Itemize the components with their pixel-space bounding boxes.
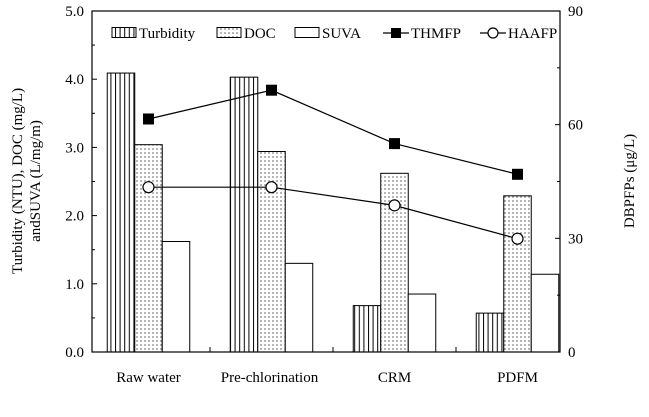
bar-turbidity	[229, 76, 259, 353]
marker-thmfp	[389, 138, 400, 150]
legend-label-thmfp: THMFP	[411, 26, 461, 42]
x-tick-label: PDFM	[497, 370, 538, 386]
legend-marker-thmfp	[391, 28, 401, 38]
marker-haafp	[388, 199, 401, 212]
y-left-tick-label: 4.0	[65, 72, 84, 88]
legend-label-turbidity: Turbidity	[139, 26, 196, 42]
y-right-tick-label: 90	[568, 4, 583, 20]
y-right-tick-label: 60	[568, 118, 583, 134]
x-tick-label: Raw water	[116, 370, 181, 386]
y-axis-left-label: Turbidity (NTU), DOC (mg/L)	[10, 88, 26, 274]
bar-doc	[503, 195, 532, 353]
y-right-tick-label: 0	[568, 345, 576, 361]
legend-swatch-doc	[216, 27, 242, 38]
y-axis-right-label: DBPFPs (μg/L)	[622, 134, 638, 228]
x-tick-label: CRM	[378, 370, 411, 386]
y-axis-left-label-2: andSUVA (L/mg/m)	[28, 120, 44, 242]
y-left-tick-label: 5.0	[65, 4, 84, 20]
legend-swatch-turbidity	[111, 27, 137, 38]
marker-haafp	[142, 181, 155, 194]
y-left-tick-label: 2.0	[65, 209, 84, 225]
marker-thmfp	[143, 113, 154, 125]
marker-thmfp	[512, 168, 523, 180]
bar-suva	[530, 273, 560, 353]
legend-label-suva: SUVA	[322, 26, 361, 42]
marker-haafp	[265, 181, 278, 194]
legend-label-haafp: HAAFP	[508, 26, 557, 42]
legend-label-doc: DOC	[244, 26, 276, 42]
bar-suva	[407, 293, 437, 353]
line-thmfp	[148, 89, 518, 175]
x-tick-label: Pre-chlorination	[221, 370, 319, 386]
marker-haafp	[511, 232, 524, 245]
y-left-tick-label: 1.0	[65, 277, 84, 293]
bar-turbidity	[106, 72, 136, 353]
y-left-tick-label: 3.0	[65, 140, 84, 156]
line-haafp	[148, 186, 518, 240]
bar-turbidity	[475, 312, 505, 353]
marker-thmfp	[266, 84, 277, 96]
legend: Turbidity DOC SUVA THMFP HAAFP	[111, 26, 557, 42]
legend-marker-haafp	[487, 27, 499, 39]
bar-turbidity	[352, 305, 382, 353]
legend-swatch-suva	[294, 27, 320, 38]
bar-doc	[134, 144, 163, 353]
y-left-tick-label: 0.0	[65, 345, 84, 361]
bar-suva	[284, 262, 314, 353]
y-right-tick-label: 30	[568, 231, 583, 247]
bar-suva	[161, 241, 191, 353]
